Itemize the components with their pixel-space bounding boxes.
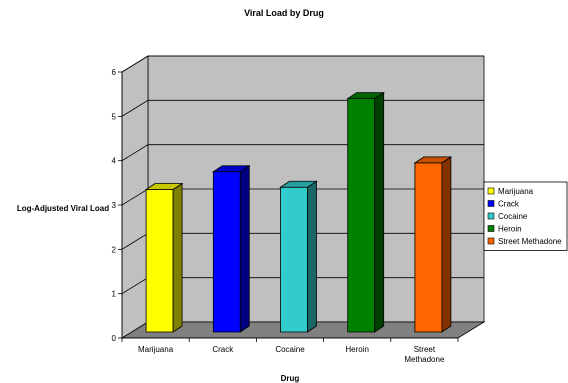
y-tick-label: 1: [112, 290, 117, 299]
x-tick-label: Street Methadone: [404, 345, 445, 364]
x-tick-label: Crack: [212, 345, 234, 354]
legend-swatch: [487, 225, 495, 232]
x-tick-label: Marijuana: [138, 345, 174, 354]
bar-top: [346, 92, 386, 99]
bar-street-methadone: [413, 156, 453, 333]
bar-front: [212, 171, 241, 333]
bar-top: [211, 165, 251, 173]
bar-marijuana: [144, 182, 184, 333]
bar-top: [279, 180, 318, 188]
bar-cocaine: [279, 180, 318, 333]
bar-top: [144, 183, 184, 190]
legend-swatch: [487, 237, 495, 245]
bar-front: [280, 186, 308, 333]
bar-side: [239, 165, 250, 333]
bar-side: [307, 180, 317, 333]
x-tick-label: Cocaine: [275, 345, 305, 354]
bar-top: [413, 156, 453, 164]
y-axis-title: Log-Adjusted Viral Load: [17, 204, 109, 213]
y-tick-label: 3: [112, 201, 117, 210]
bar-front: [347, 98, 376, 333]
legend: Marijuana Crack Cocaine Heroin Street Methad…: [483, 181, 568, 251]
bar-front: [145, 189, 174, 333]
legend-label: Heroin: [498, 225, 522, 234]
chart-title: Viral Load by Drug: [244, 8, 324, 18]
legend-label: Crack: [498, 200, 520, 209]
bar-crack: [211, 165, 251, 333]
y-tick-label: 2: [112, 245, 117, 254]
legend-swatch: [487, 187, 495, 195]
x-axis-title: Drug: [281, 374, 300, 383]
legend-label: Marijuana: [498, 187, 534, 196]
y-tick-label: 4: [112, 157, 117, 166]
bar-side: [172, 182, 183, 333]
x-tick-label: Heroin: [345, 345, 369, 354]
legend-label: Street Methadone: [498, 237, 562, 246]
gridline: [121, 55, 484, 73]
legend-swatch: [487, 200, 495, 207]
bar-heroin: [346, 91, 386, 333]
legend-swatch: [487, 212, 495, 220]
y-tick-label: 0: [112, 334, 117, 343]
bar-front: [414, 162, 443, 333]
bar-side: [374, 91, 385, 333]
legend-box: [483, 181, 568, 251]
legend-label: Cocaine: [498, 212, 528, 221]
y-tick-label: 5: [112, 112, 117, 121]
bar-side: [441, 156, 452, 333]
y-tick-label: 6: [112, 68, 117, 77]
plot-area: 0 1 2 3 4 5 6 Marijuana Crack Cocaine Heroin Street…: [112, 55, 486, 364]
